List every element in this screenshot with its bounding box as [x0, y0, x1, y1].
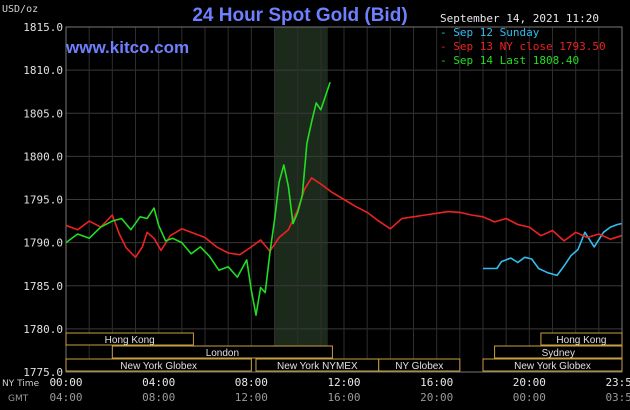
x-tick-label: 20:00 [513, 376, 546, 389]
x-tick-label: 04:00 [142, 376, 175, 389]
y-tick-label: 1785.0 [23, 280, 63, 293]
session-label: NY Globex [395, 361, 443, 372]
plot-border [65, 26, 623, 373]
session-bar [111, 345, 333, 359]
gmt-axis-label: GMT [8, 394, 29, 404]
x-tick-label-gmt: 00:00 [513, 391, 546, 404]
legend-item-sep-14: - Sep 14 Last 1808.40 [440, 54, 580, 67]
x-tick-label-gmt: 20:00 [420, 391, 453, 404]
session-label: Hong Kong [105, 335, 155, 346]
y-tick-label: 1795.0 [23, 194, 63, 207]
series-line-0 [483, 222, 622, 277]
session-label: New York NYMEX [277, 361, 358, 372]
x-tick-label: 00:00 [49, 376, 82, 389]
x-tick-label: 23:59 [605, 376, 630, 389]
x-tick-label: 12:00 [327, 376, 360, 389]
series-line-1 [65, 177, 622, 259]
x-tick-label: 16:00 [420, 376, 453, 389]
session-bar [378, 358, 461, 372]
legend-datetime: September 14, 2021 11:20 [440, 12, 599, 25]
session-label: Sydney [542, 348, 575, 359]
session-label: New York Globex [120, 361, 197, 372]
session-bar [540, 332, 623, 346]
session-bar [65, 358, 252, 372]
y-tick-label: 1775.0 [23, 366, 63, 379]
y-tick-label: 1810.0 [23, 64, 63, 77]
y-tick-label: 1805.0 [23, 107, 63, 120]
x-tick-label-gmt: 04:00 [49, 391, 82, 404]
x-tick-label: 08:00 [235, 376, 268, 389]
x-tick-label-gmt: 16:00 [327, 391, 360, 404]
session-label: Hong Kong [556, 335, 606, 346]
x-tick-label-gmt: 03:59 [605, 391, 630, 404]
session-bar [494, 345, 623, 359]
y-axis-unit-label: USD/oz [2, 4, 39, 15]
x-tick-label-gmt: 08:00 [142, 391, 175, 404]
legend-item-sep-13: - Sep 13 NY close 1793.50 [440, 40, 606, 53]
session-label: New York Globex [514, 361, 591, 372]
y-tick-label: 1780.0 [23, 323, 63, 336]
session-bar [65, 332, 194, 346]
chart-title: 24 Hour Spot Gold (Bid) [192, 5, 408, 26]
y-tick-label: 1815.0 [23, 21, 63, 34]
chart-legend: September 14, 2021 11:20 - Sep 12 Sunday… [440, 12, 606, 68]
series-line-2 [65, 81, 331, 316]
session-bar [482, 358, 623, 372]
x-tick-label-gmt: 12:00 [235, 391, 268, 404]
session-label: London [206, 348, 239, 359]
y-tick-label: 1800.0 [23, 150, 63, 163]
site-url-link[interactable]: www.kitco.com [66, 38, 190, 57]
legend-item-sep-12: - Sep 12 Sunday [440, 26, 540, 39]
y-tick-label: 1790.0 [23, 237, 63, 250]
ny-time-axis-label: NY Time [2, 379, 40, 389]
